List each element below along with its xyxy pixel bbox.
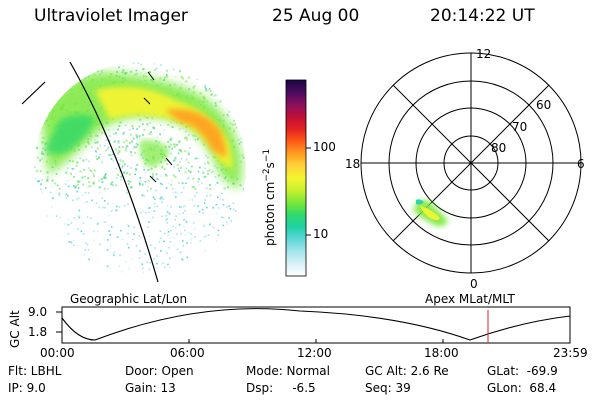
observation-time: 20:14:22 UT [430, 6, 535, 26]
timeline-y-tick-9: 9.0 [28, 305, 48, 319]
colorbar-tick-100: 100 [313, 140, 336, 154]
timeline-right-title: Apex MLat/MLT [425, 292, 515, 306]
info-gc-altitude: GC Alt: 2.6 Re [365, 364, 449, 378]
lat-label-80: 80 [491, 141, 507, 155]
timeline-x-tick-2359: 23:59 [553, 346, 588, 360]
grid-tick [143, 97, 151, 105]
grid-tick [149, 175, 157, 183]
timeline-x-tick-1200: 12:00 [297, 346, 332, 360]
timeline-y-tick-1-8: 1.8 [28, 325, 48, 339]
info-mode: Mode: Normal [246, 364, 330, 378]
auroral-image-disk [34, 62, 246, 274]
info-geo-longitude: GLon: 68.4 [487, 381, 557, 395]
timeline-x-tick-1800: 18:00 [424, 346, 459, 360]
grid-tick [165, 157, 173, 166]
altitude-timeline [56, 306, 571, 344]
terminator-line [69, 61, 159, 283]
colorbar-unit-label: photon cm−2s−1 [262, 148, 277, 246]
lat-label-70: 70 [512, 120, 528, 134]
timeline-frame [61, 306, 571, 344]
timeline-y-axis-label: GC Alt [8, 310, 22, 348]
info-dsp: Dsp: -6.5 [246, 381, 316, 395]
timeline-x-tick-0000: 00:00 [40, 346, 75, 360]
mlt-label-12: 12 [476, 47, 492, 61]
observation-date: 25 Aug 00 [272, 6, 360, 26]
info-sequence: Seq: 39 [365, 381, 411, 395]
polar-emission [414, 199, 448, 227]
auroral-image [21, 61, 246, 283]
info-ip: IP: 9.0 [8, 381, 46, 395]
colorbar-tick-10: 10 [313, 227, 329, 241]
colorbar-scale [285, 79, 307, 277]
info-filter: Flt: LBHL [8, 364, 62, 378]
timeline-left-title: Geographic Lat/Lon [70, 292, 188, 306]
mlt-label-6: 6 [577, 157, 585, 171]
instrument-title: Ultraviolet Imager [34, 6, 188, 26]
polar-mlt-plot [360, 52, 582, 274]
colorbar [285, 79, 311, 277]
mlt-label-18: 18 [345, 157, 361, 171]
info-door: Door: Open [125, 364, 194, 378]
mlt-label-0: 0 [470, 277, 478, 291]
altitude-curve [61, 308, 571, 341]
limb-tick [21, 81, 46, 105]
info-gain: Gain: 13 [125, 381, 176, 395]
timeline-x-tick-0600: 06:00 [170, 346, 205, 360]
info-geo-latitude: GLat: -69.9 [487, 364, 558, 378]
grid-tick [147, 71, 155, 81]
lat-label-60: 60 [536, 98, 552, 112]
